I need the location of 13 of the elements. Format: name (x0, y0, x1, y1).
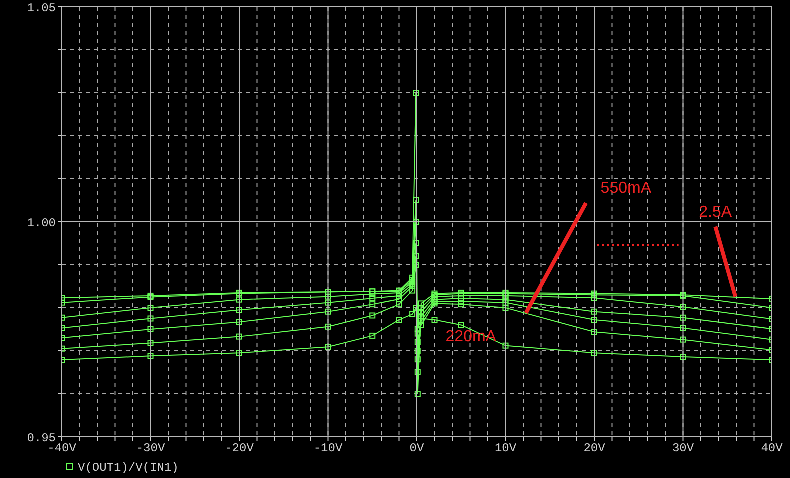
x-tick-label: 0V (410, 442, 425, 456)
y-tick-label: 1.05 (27, 1, 56, 16)
y-tick-label: 1.00 (27, 216, 56, 230)
x-tick-label: -10V (314, 442, 344, 456)
x-tick-label: 10V (494, 442, 518, 456)
annotation: 2.5A (699, 204, 732, 221)
x-tick-label: 40V (761, 442, 784, 456)
x-tick-label: 20V (584, 442, 606, 456)
x-tick-label: 30V (672, 442, 695, 456)
legend-label: V(OUT1)/V(IN1) (78, 461, 179, 475)
x-tick-label: -30V (136, 442, 166, 456)
annotation: 550mA (600, 180, 652, 198)
x-tick-label: -20V (225, 442, 255, 456)
